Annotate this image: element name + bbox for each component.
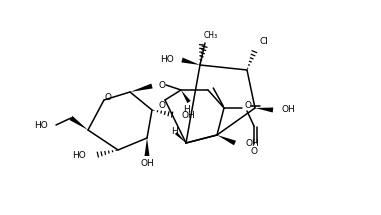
Text: OH: OH bbox=[182, 111, 196, 120]
Polygon shape bbox=[217, 135, 236, 145]
Text: O: O bbox=[158, 100, 165, 109]
Text: OH: OH bbox=[140, 160, 154, 169]
Text: H: H bbox=[182, 106, 189, 115]
Text: O: O bbox=[250, 147, 258, 157]
Text: CH₃: CH₃ bbox=[204, 31, 218, 40]
Polygon shape bbox=[70, 116, 88, 130]
Polygon shape bbox=[130, 84, 153, 92]
Text: HO: HO bbox=[160, 55, 174, 64]
Polygon shape bbox=[255, 108, 273, 112]
Text: O: O bbox=[245, 101, 251, 111]
Text: H: H bbox=[171, 126, 178, 135]
Text: OH: OH bbox=[281, 106, 295, 115]
Polygon shape bbox=[175, 132, 186, 143]
Text: Cl: Cl bbox=[259, 37, 268, 46]
Polygon shape bbox=[144, 138, 149, 156]
Text: OH: OH bbox=[245, 138, 259, 147]
Text: HO: HO bbox=[34, 121, 48, 131]
Text: O: O bbox=[158, 80, 165, 89]
Polygon shape bbox=[181, 90, 190, 103]
Polygon shape bbox=[181, 58, 200, 65]
Text: HO: HO bbox=[72, 152, 86, 161]
Text: O: O bbox=[104, 92, 112, 101]
